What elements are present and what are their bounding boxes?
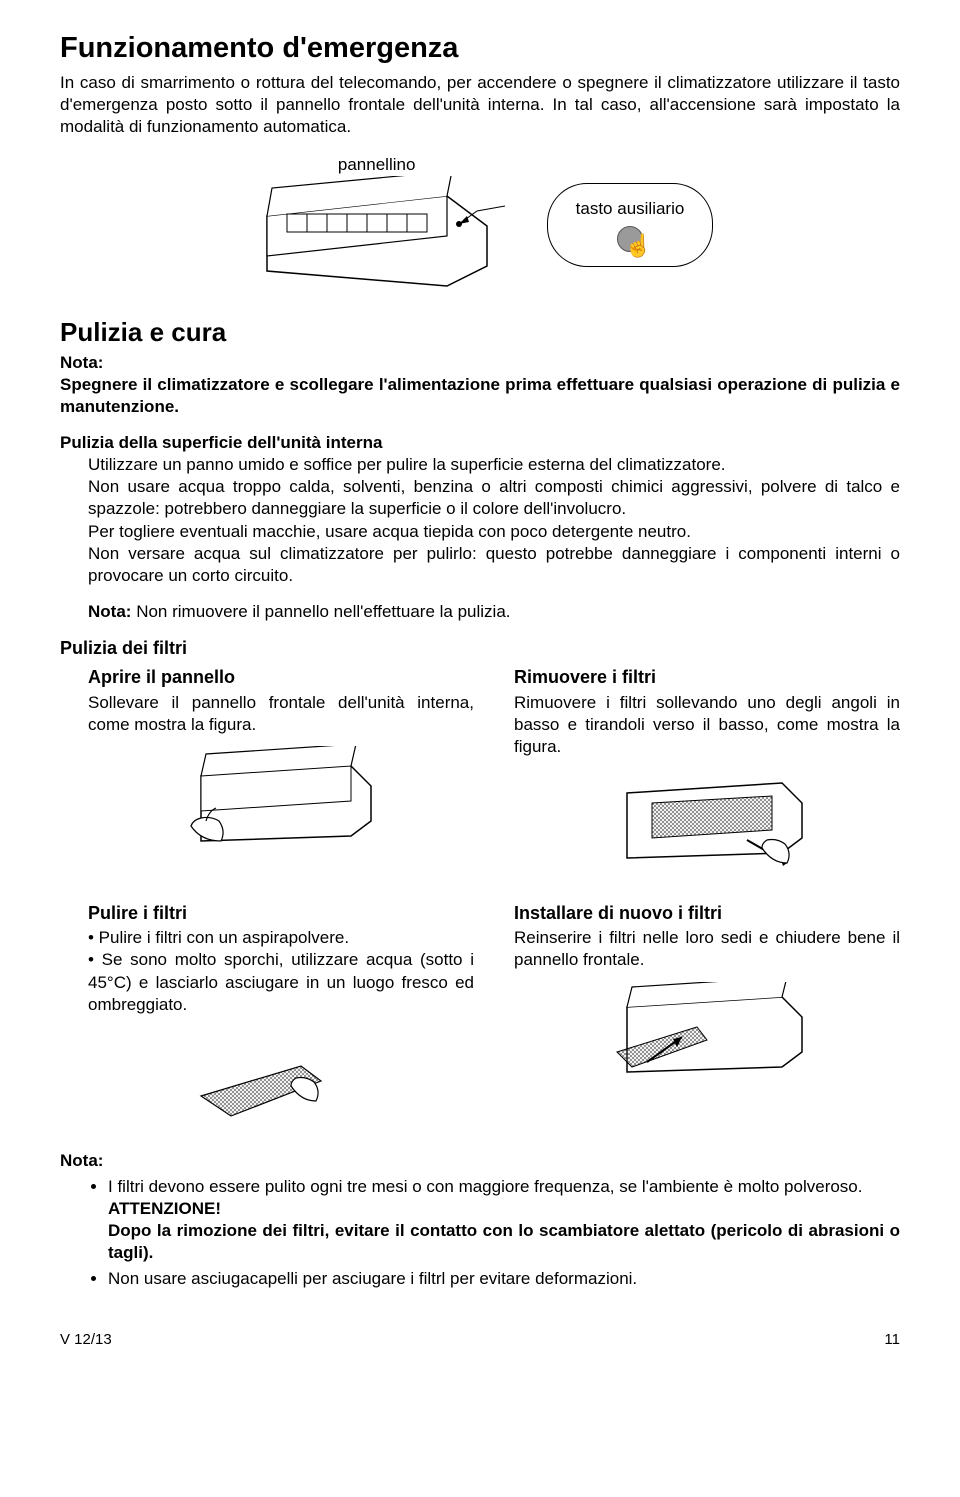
remove-filter-icon: [597, 768, 817, 878]
surface-p3: Per togliere eventuali macchie, usare ac…: [88, 521, 900, 543]
surface-nota-body: Non rimuovere il pannello nell'effettuar…: [136, 602, 510, 621]
surface-title: Pulizia della superficie dell'unità inte…: [60, 432, 900, 454]
install-filters-block: Installare di nuovo i filtri Reinserire …: [514, 902, 900, 1136]
clean-filters-block: Pulire i filtri • Pulire i filtri con un…: [88, 902, 474, 1136]
notes-label: Nota:: [60, 1150, 900, 1172]
indoor-unit-icon: [247, 176, 507, 296]
aux-button-callout: tasto ausiliario ☝: [547, 183, 714, 267]
note-1b: ATTENZIONE!: [108, 1199, 221, 1218]
surface-p2: Non usare acqua troppo calda, solventi, …: [88, 476, 900, 520]
remove-body: Rimuovere i filtri sollevando uno degli …: [514, 692, 900, 758]
open-panel-block: Aprire il pannello Sollevare il pannello…: [88, 666, 474, 878]
open-title: Aprire il pannello: [88, 666, 474, 689]
open-body: Sollevare il pannello frontale dell'unit…: [88, 692, 474, 736]
emergency-figure: pannellino tasto ausiliario ☝: [60, 154, 900, 296]
clean-filter-icon: [171, 1026, 391, 1136]
footer-left: V 12/13: [60, 1330, 112, 1350]
clean-b2: • Se sono molto sporchi, utilizzare acqu…: [88, 949, 474, 1015]
filters-title: Pulizia dei filtri: [60, 637, 900, 660]
install-body: Reinserire i filtri nelle loro sedi e ch…: [514, 927, 900, 971]
page-footer: V 12/13 11: [60, 1330, 900, 1350]
clean-b1: • Pulire i filtri con un aspirapolvere.: [88, 927, 474, 949]
note-item-1: I filtri devono essere pulito ogni tre m…: [108, 1176, 900, 1264]
surface-p4: Non versare acqua sul climatizzatore per…: [88, 543, 900, 587]
care-title: Pulizia e cura: [60, 316, 900, 350]
remove-title: Rimuovere i filtri: [514, 666, 900, 689]
care-nota-label: Nota:: [60, 352, 900, 374]
note-1c: Dopo la rimozione dei filtri, evitare il…: [108, 1221, 900, 1262]
surface-nota-label: Nota:: [88, 602, 131, 621]
open-panel-icon: [171, 746, 391, 856]
care-nota-body: Spegnere il climatizzatore e scollegare …: [60, 374, 900, 418]
install-title: Installare di nuovo i filtri: [514, 902, 900, 925]
surface-p1: Utilizzare un panno umido e soffice per …: [88, 454, 900, 476]
aux-button-icon: ☝: [617, 226, 643, 252]
pannellino-label: pannellino: [338, 154, 416, 176]
emergency-body: In caso di smarrimento o rottura del tel…: [60, 72, 900, 138]
note-item-2: Non usare asciugacapelli per asciugare i…: [108, 1268, 900, 1290]
tasto-label: tasto ausiliario: [576, 198, 685, 220]
note-1a: I filtri devono essere pulito ogni tre m…: [108, 1177, 862, 1196]
clean-title: Pulire i filtri: [88, 902, 474, 925]
remove-filters-block: Rimuovere i filtri Rimuovere i filtri so…: [514, 666, 900, 878]
footer-right: 11: [884, 1330, 900, 1350]
hand-icon: ☝: [625, 232, 652, 261]
emergency-title: Funzionamento d'emergenza: [60, 30, 900, 68]
notes-list: I filtri devono essere pulito ogni tre m…: [108, 1176, 900, 1290]
install-filter-icon: [597, 982, 817, 1092]
